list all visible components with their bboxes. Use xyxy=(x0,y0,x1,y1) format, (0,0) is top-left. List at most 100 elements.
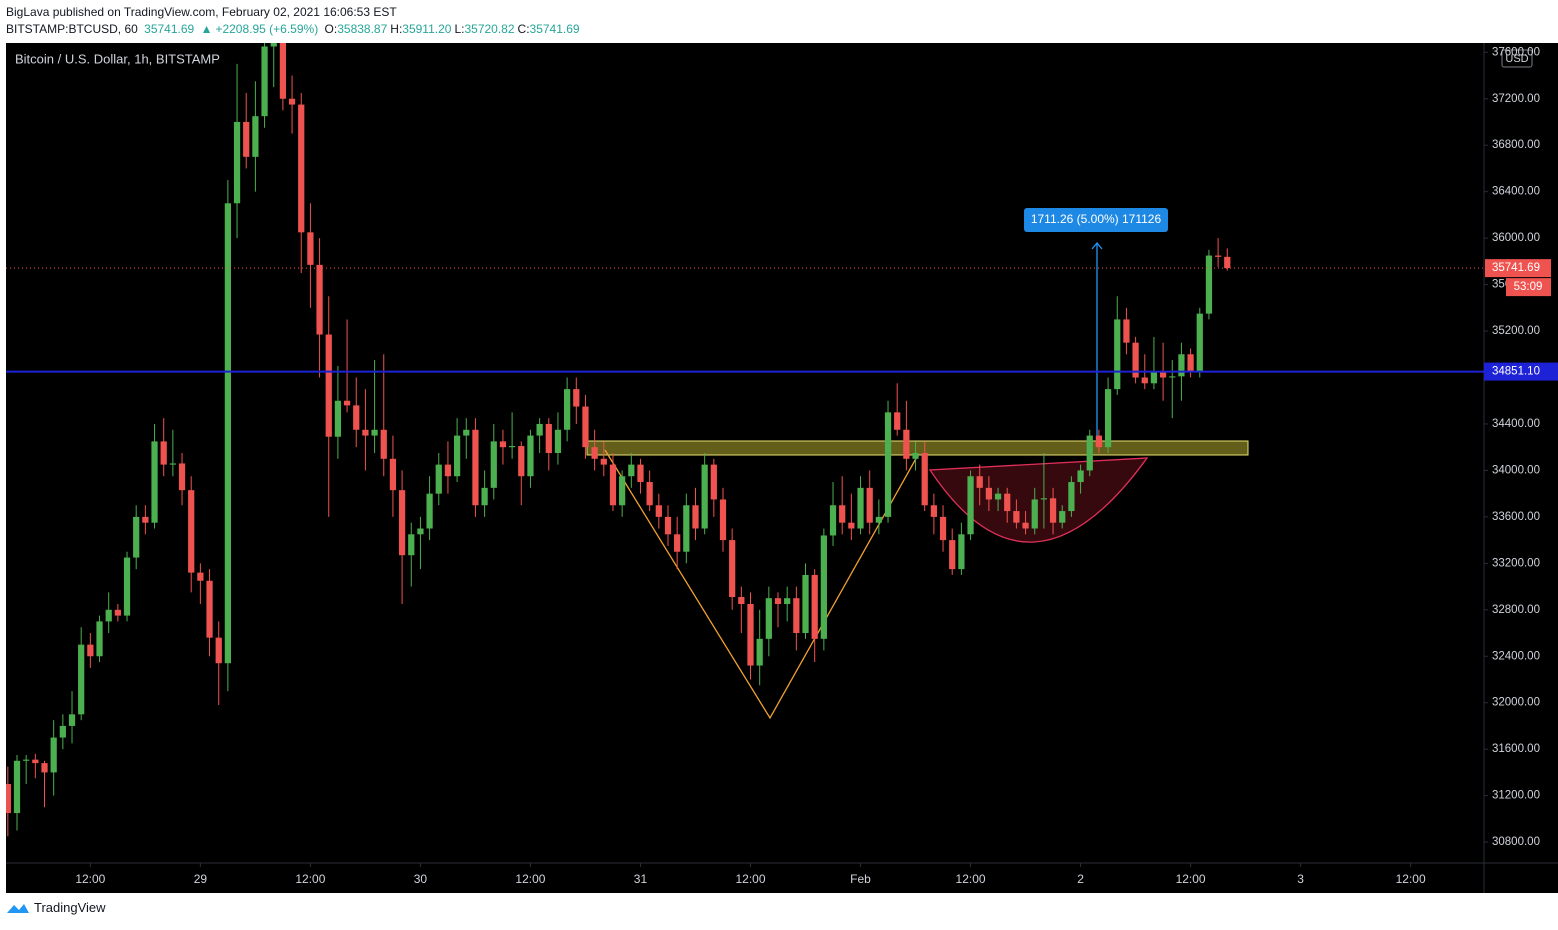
y-tick-label: 37200.00 xyxy=(1492,93,1540,105)
x-tick-label: 12:00 xyxy=(1176,872,1206,886)
candle-body xyxy=(949,540,956,570)
candle-body xyxy=(692,505,699,529)
x-tick-label: 31 xyxy=(634,872,648,886)
candle-body xyxy=(1196,313,1203,372)
candle-body xyxy=(224,203,232,664)
candle-body xyxy=(573,389,580,407)
candle-body xyxy=(985,487,993,500)
level-label-bg xyxy=(1484,362,1558,381)
candle-body xyxy=(1169,376,1176,378)
candle-body xyxy=(921,453,928,506)
candle-body xyxy=(380,429,387,459)
candle-body xyxy=(545,423,552,453)
y-tick-label: 33600.00 xyxy=(1492,511,1540,523)
candle-body xyxy=(288,98,296,105)
candle-body xyxy=(619,476,626,506)
candle-body xyxy=(160,441,167,465)
symbol: BITSTAMP:BTCUSD, 60 xyxy=(6,22,138,36)
candle-body xyxy=(453,435,461,477)
x-tick-label: 30 xyxy=(414,872,428,886)
y-tick-label: 35200.00 xyxy=(1492,325,1540,337)
x-tick-label: 12:00 xyxy=(735,872,765,886)
candle-body xyxy=(6,784,11,814)
candle-body xyxy=(59,725,66,738)
candle-body xyxy=(628,464,635,477)
candle-body xyxy=(398,490,406,556)
x-tick-label: 12:00 xyxy=(75,872,105,886)
candle-body xyxy=(1031,499,1038,529)
candle-body xyxy=(527,435,534,477)
candle-body xyxy=(1141,377,1148,384)
candle-body xyxy=(1104,389,1112,448)
candle-body xyxy=(738,597,745,604)
candle-body xyxy=(96,621,103,657)
candle-body xyxy=(609,464,617,506)
candle-body xyxy=(362,429,369,436)
candle-body xyxy=(444,464,452,477)
chart-title: Bitcoin / U.S. Dollar, 1h, BITSTAMP xyxy=(15,51,220,66)
brand: TradingView xyxy=(34,900,106,915)
ohlc-value: 35720.82 xyxy=(464,22,515,36)
candle-body xyxy=(829,505,837,536)
candle-body xyxy=(169,463,176,465)
candle-body xyxy=(1123,319,1130,343)
candle-body xyxy=(1178,354,1185,377)
candle-body xyxy=(857,487,864,529)
candle-body xyxy=(811,574,818,639)
candle-body xyxy=(1077,470,1084,483)
ohlc-key: O: xyxy=(324,22,338,36)
countdown-bg xyxy=(1506,278,1551,297)
candle-body xyxy=(353,405,360,430)
x-tick-label: 12:00 xyxy=(956,872,986,886)
candle-body xyxy=(756,638,763,666)
candle-body xyxy=(508,446,516,448)
y-tick-label: 36800.00 xyxy=(1492,139,1540,151)
candle-body xyxy=(1095,435,1103,448)
candle-body xyxy=(674,534,681,552)
candle-body xyxy=(894,412,901,430)
candle-body xyxy=(884,412,892,517)
published-line: BigLava published on TradingView.com, Fe… xyxy=(6,5,397,19)
x-tick-label: 12:00 xyxy=(1396,872,1426,886)
candle-body xyxy=(710,464,717,500)
candle-body xyxy=(197,572,204,581)
last-price: 35741.69 xyxy=(144,22,195,36)
candle-body xyxy=(930,505,937,517)
candle-body xyxy=(582,406,589,448)
logo xyxy=(7,903,29,913)
candle-body xyxy=(683,505,690,552)
candles xyxy=(6,43,1231,837)
footer: TradingView xyxy=(6,900,106,915)
candle-body xyxy=(1187,354,1194,372)
y-tick-label: 31200.00 xyxy=(1492,790,1540,802)
candle-body xyxy=(765,598,772,639)
candle-body xyxy=(839,505,846,523)
ohlc: O:35838.87 H:35911.20 L:35720.82 C:35741.69 xyxy=(325,22,583,36)
candle-body xyxy=(270,43,277,47)
measure-box xyxy=(1024,208,1168,232)
candle-body xyxy=(903,429,910,459)
y-tick-label: 31600.00 xyxy=(1492,743,1540,755)
candle-body xyxy=(637,464,644,483)
ohlc-value: 35838.87 xyxy=(337,22,388,36)
candle-body xyxy=(316,264,323,335)
candle-body xyxy=(958,534,965,570)
candle-body xyxy=(994,493,1002,500)
candle-body xyxy=(114,609,121,616)
candle-body xyxy=(206,580,213,638)
candle-body xyxy=(518,446,525,477)
candle-body xyxy=(1049,498,1057,523)
candle-body xyxy=(279,43,287,99)
y-tick-label: 36000.00 xyxy=(1492,232,1540,244)
y-tick-label: 32000.00 xyxy=(1492,697,1540,709)
chart-background xyxy=(6,43,1558,893)
candle-body xyxy=(371,429,378,436)
y-tick-label: 32400.00 xyxy=(1492,650,1540,662)
candle-body xyxy=(50,737,57,773)
x-tick-label: Feb xyxy=(850,872,871,886)
candle-body xyxy=(655,505,662,517)
candle-body xyxy=(307,232,314,265)
candle-body xyxy=(1022,522,1029,529)
candle-body xyxy=(866,487,873,523)
y-tick-label: 34000.00 xyxy=(1492,464,1540,476)
